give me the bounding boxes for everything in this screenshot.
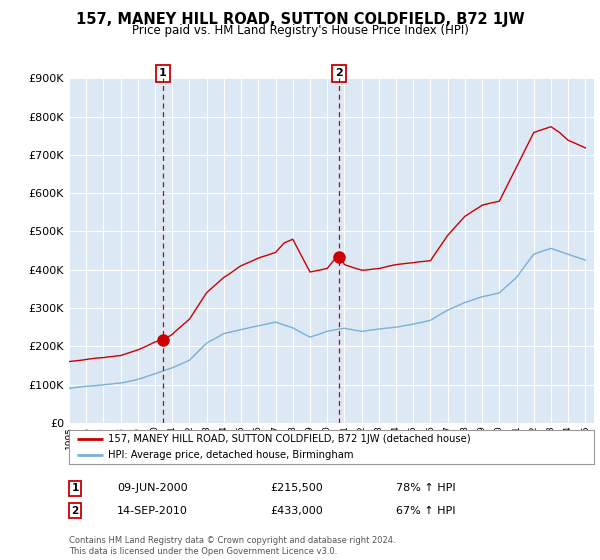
Text: 2: 2 bbox=[335, 68, 343, 78]
Text: 67% ↑ HPI: 67% ↑ HPI bbox=[396, 506, 455, 516]
Text: 09-JUN-2000: 09-JUN-2000 bbox=[117, 483, 188, 493]
Text: £215,500: £215,500 bbox=[270, 483, 323, 493]
Text: 14-SEP-2010: 14-SEP-2010 bbox=[117, 506, 188, 516]
Text: 157, MANEY HILL ROAD, SUTTON COLDFIELD, B72 1JW (detached house): 157, MANEY HILL ROAD, SUTTON COLDFIELD, … bbox=[109, 434, 471, 444]
Text: Contains HM Land Registry data © Crown copyright and database right 2024.
This d: Contains HM Land Registry data © Crown c… bbox=[69, 536, 395, 556]
Text: 2: 2 bbox=[71, 506, 79, 516]
Text: HPI: Average price, detached house, Birmingham: HPI: Average price, detached house, Birm… bbox=[109, 450, 354, 460]
Text: 157, MANEY HILL ROAD, SUTTON COLDFIELD, B72 1JW: 157, MANEY HILL ROAD, SUTTON COLDFIELD, … bbox=[76, 12, 524, 27]
Text: 78% ↑ HPI: 78% ↑ HPI bbox=[396, 483, 455, 493]
Text: 1: 1 bbox=[159, 68, 167, 78]
Text: £433,000: £433,000 bbox=[270, 506, 323, 516]
Text: Price paid vs. HM Land Registry's House Price Index (HPI): Price paid vs. HM Land Registry's House … bbox=[131, 24, 469, 36]
Text: 1: 1 bbox=[71, 483, 79, 493]
